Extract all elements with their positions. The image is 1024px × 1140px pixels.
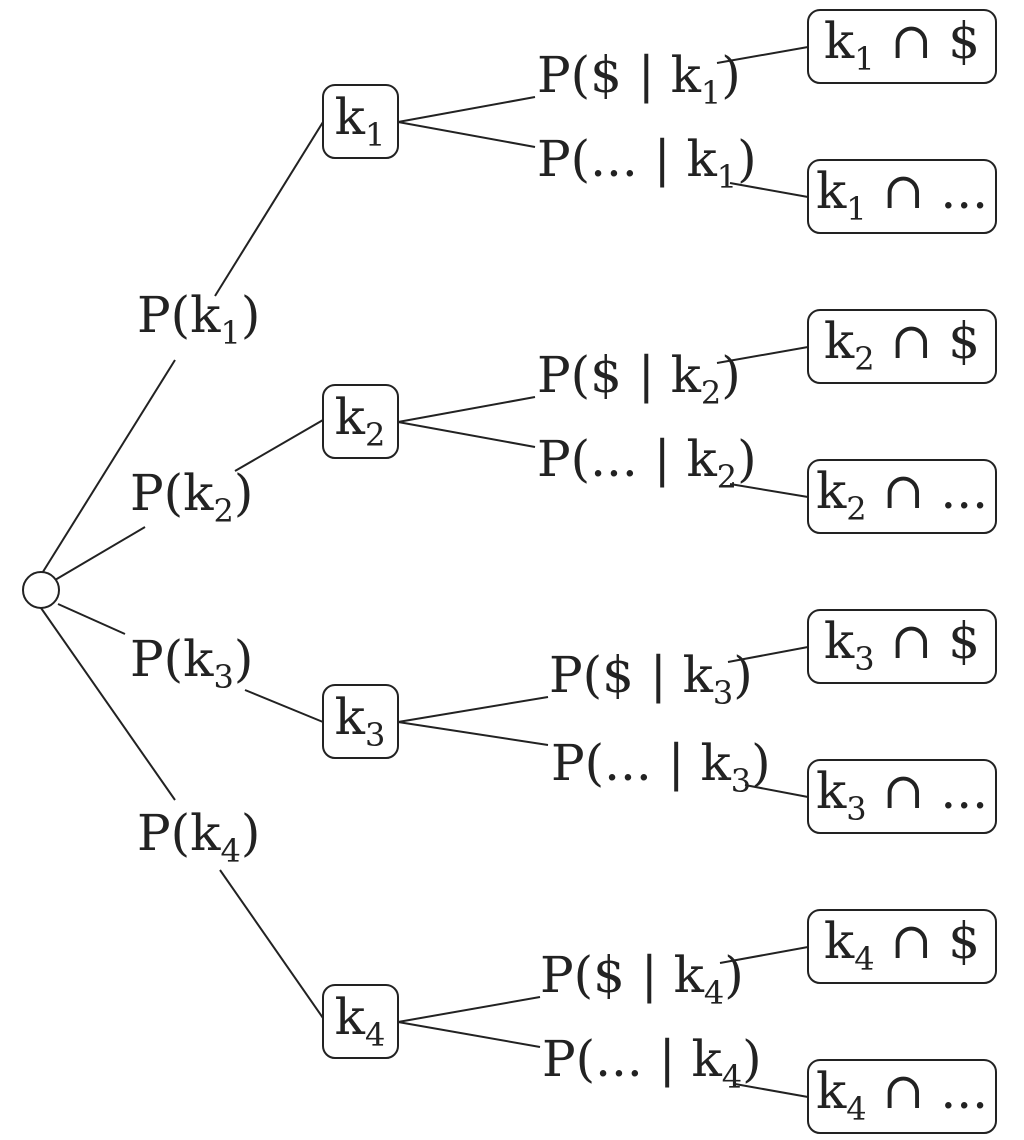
edge-root-k2-b [234, 419, 324, 472]
node-k2-box [322, 384, 399, 459]
edge-k4-dollar-b [719, 946, 809, 964]
leaf-k3-dots-label: k3 ∩ ... [816, 762, 988, 828]
edge-root-k3-a [57, 603, 126, 635]
leaf-k1-dollar-box [807, 9, 997, 84]
node-k2-label: k2 [335, 388, 386, 454]
leaf-k4-dollar-label: k4 ∩ $ [824, 912, 980, 978]
outcome-edges [397, 46, 809, 1098]
leaf-k2-dots-box [807, 459, 997, 534]
prob-dollar-given-k2: P($ | k2) [537, 346, 741, 412]
prob-dollar-given-k3: P($ | k3) [549, 646, 753, 712]
prob-dots-given-k2: P(... | k2) [537, 430, 757, 496]
node-k1-label: k1 [335, 88, 386, 154]
node-k2: k2 [322, 384, 399, 459]
leaf-k1-dollar: k1 ∩ $ [807, 9, 997, 84]
node-k4-label: k4 [335, 988, 386, 1054]
edge-k4-dots-a [397, 1021, 541, 1048]
edge-k2-dollar-b [716, 346, 809, 364]
leaf-k4-dollar-box [807, 909, 997, 984]
leaf-k2-dollar: k2 ∩ $ [807, 309, 997, 384]
leaf-k1-dollar-label: k1 ∩ $ [824, 12, 980, 78]
root-edges [40, 121, 324, 1019]
edge-root-k1-b [214, 121, 324, 297]
edge-root-k4-a [40, 607, 176, 801]
prob-dots-given-k1: P(... | k1) [537, 130, 757, 196]
edge-k1-dollar-b [716, 46, 809, 64]
leaf-k4-dots: k4 ∩ ... [807, 1059, 997, 1134]
edge-root-k3-b [244, 689, 324, 723]
edge-k1-dots-a [397, 121, 536, 148]
leaf-k2-dots: k2 ∩ ... [807, 459, 997, 534]
edge-k3-dollar-b [727, 646, 809, 663]
root-node [22, 571, 60, 609]
edge-k2-dots-a [397, 421, 536, 448]
edge-k3-dots-a [397, 721, 549, 746]
edge-root-k1-a [40, 359, 176, 576]
edge-k2-dots-b [729, 483, 809, 498]
leaf-k4-dots-box [807, 1059, 997, 1134]
prob-k3-label: P(k3) [130, 630, 253, 696]
edge-k4-dots-b [734, 1083, 809, 1098]
node-k1-box [322, 84, 399, 159]
node-k4: k4 [322, 984, 399, 1059]
leaf-k3-dollar-label: k3 ∩ $ [824, 612, 980, 678]
leaf-k3-dollar: k3 ∩ $ [807, 609, 997, 684]
prob-dollar-given-k1: P($ | k1) [537, 46, 741, 112]
prob-k1-label: P(k1) [137, 286, 260, 352]
leaf-k3-dollar-box [807, 609, 997, 684]
leaf-k1-dots-label: k1 ∩ ... [816, 162, 988, 228]
prob-k4-label: P(k4) [137, 804, 260, 870]
edge-k1-dollar-a [397, 96, 536, 123]
edge-root-k4-b [219, 869, 324, 1019]
node-k3: k3 [322, 684, 399, 759]
leaf-k1-dots-box [807, 159, 997, 234]
prob-k2-label: P(k2) [130, 464, 253, 530]
edge-root-k2-a [54, 526, 146, 581]
prob-dollar-given-k4: P($ | k4) [540, 946, 744, 1012]
edge-k3-dots-b [744, 784, 809, 798]
edge-k1-dots-b [729, 182, 809, 198]
leaf-k3-dots: k3 ∩ ... [807, 759, 997, 834]
node-k3-box [322, 684, 399, 759]
leaf-k3-dots-box [807, 759, 997, 834]
leaf-k1-dots: k1 ∩ ... [807, 159, 997, 234]
node-k3-label: k3 [335, 688, 386, 754]
leaf-k2-dollar-label: k2 ∩ $ [824, 312, 980, 378]
prob-dots-given-k4: P(... | k4) [542, 1030, 762, 1096]
leaf-k4-dollar: k4 ∩ $ [807, 909, 997, 984]
node-k1: k1 [322, 84, 399, 159]
edge-k4-dollar-a [397, 996, 541, 1023]
leaf-k2-dollar-box [807, 309, 997, 384]
node-k4-box [322, 984, 399, 1059]
edge-k2-dollar-a [397, 396, 536, 423]
leaf-k4-dots-label: k4 ∩ ... [816, 1062, 988, 1128]
prob-dots-given-k3: P(... | k3) [551, 734, 771, 800]
leaf-k2-dots-label: k2 ∩ ... [816, 462, 988, 528]
edge-k3-dollar-a [397, 696, 549, 723]
